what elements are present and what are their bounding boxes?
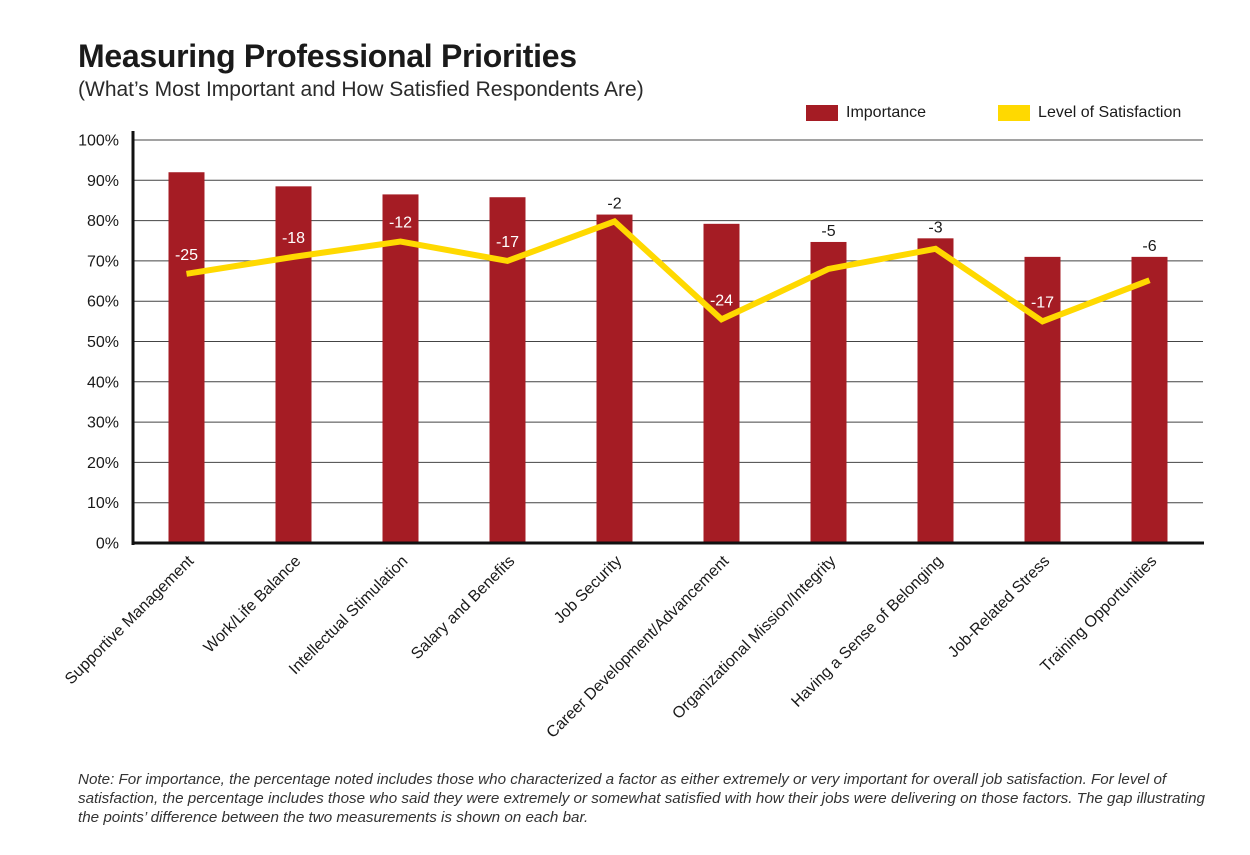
x-tick-label: Job-Related Stress	[945, 553, 1053, 661]
y-tick-label: 20%	[87, 455, 119, 472]
legend-item-satisfaction: Level of Satisfaction	[998, 104, 1181, 122]
importance-bar	[810, 241, 847, 544]
gap-label: -6	[1142, 238, 1156, 255]
legend-swatch-satisfaction	[998, 105, 1031, 121]
x-tick-label: Career Development/Advancement	[544, 552, 733, 741]
x-tick-label: Supportive Management	[62, 552, 198, 688]
footnote: Note: For importance, the percentage not…	[78, 771, 1205, 826]
legend-label-satisfaction: Level of Satisfaction	[1038, 104, 1182, 121]
y-tick-label: 70%	[87, 253, 119, 270]
importance-bar	[275, 186, 312, 543]
x-tick-label: Job Security	[551, 553, 625, 627]
importance-bar	[917, 238, 954, 543]
satisfaction-line-path	[186, 217, 1151, 325]
y-tick-label: 30%	[87, 415, 119, 432]
importance-bar	[596, 214, 633, 543]
legend-label-importance: Importance	[846, 104, 927, 121]
chart-subtitle: (What’s Most Important and How Satisfied…	[78, 78, 644, 101]
gap-label: -17	[1031, 294, 1054, 311]
x-tick-label: Intellectual Stimulation	[286, 553, 411, 678]
satisfaction-line	[186, 217, 1151, 325]
y-tick-label: 60%	[87, 294, 119, 311]
x-tick-label: Training Opportunities	[1037, 553, 1160, 676]
x-axis-labels: Supportive Management Work/Life BalanceIn…	[62, 552, 1160, 741]
importance-bar	[168, 172, 205, 544]
gap-label: -12	[389, 215, 412, 232]
importance-bar	[382, 194, 419, 543]
x-tick-label: Work/Life Balance	[201, 553, 305, 657]
y-tick-label: 0%	[96, 536, 119, 553]
gap-label: -2	[607, 196, 621, 213]
gap-label: -18	[282, 230, 305, 247]
gap-label: -25	[175, 247, 198, 264]
y-tick-label: 10%	[87, 495, 119, 512]
importance-bar	[1024, 256, 1061, 543]
legend-item-importance: Importance	[806, 104, 926, 122]
importance-bar	[703, 223, 740, 543]
gap-label: -24	[710, 292, 733, 309]
gap-label: -17	[496, 234, 519, 251]
y-tick-label: 40%	[87, 374, 119, 391]
x-tick-label: Salary and Benefits	[408, 553, 518, 663]
importance-bars	[168, 172, 1168, 544]
legend: Importance Level of Satisfaction	[806, 104, 1181, 122]
axes	[131, 131, 1204, 545]
y-tick-label: 100%	[78, 133, 119, 150]
gap-label: -3	[928, 219, 942, 236]
legend-swatch-importance	[806, 105, 838, 121]
y-tick-label: 80%	[87, 213, 119, 230]
importance-bar	[1131, 256, 1168, 543]
gap-label: -5	[821, 223, 835, 240]
gap-labels: -25 -18 -12 -17 -2 -24 -5 -3 -17 -6	[175, 196, 1157, 312]
y-axis-ticks: 0% 10% 20% 30% 40% 50% 60% 70% 80% 90% 100%	[78, 133, 119, 553]
y-tick-label: 90%	[87, 173, 119, 190]
chart-title: Measuring Professional Priorities	[78, 38, 577, 74]
y-tick-label: 50%	[87, 334, 119, 351]
bar-line-chart: 0% 10% 20% 30% 40% 50% 60% 70% 80% 90% 100% -25 -18…	[62, 131, 1204, 742]
